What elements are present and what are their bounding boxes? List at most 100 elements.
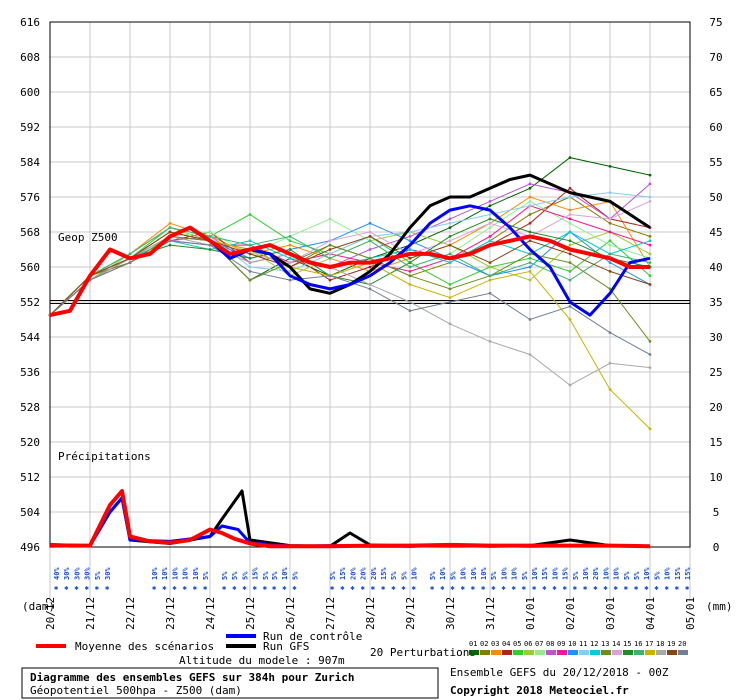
snow-probability-labels: 40%✱30%✱30%✱30%✱5%✱30%✱10%✱10%✱10%✱10%✱1… bbox=[53, 567, 692, 592]
member-point-09 bbox=[488, 234, 492, 238]
member-point-11 bbox=[608, 191, 612, 195]
member-point-05 bbox=[248, 213, 252, 216]
member-point-06 bbox=[528, 278, 532, 282]
member-swatch bbox=[656, 650, 666, 655]
member-swatch-label: 16 bbox=[634, 640, 642, 648]
y-right-unit: (mm) bbox=[706, 600, 733, 613]
member-point-14 bbox=[328, 239, 332, 243]
snowflake-icon: ✱ bbox=[105, 584, 110, 592]
snow-probability-label: 5% bbox=[449, 571, 457, 580]
snowflake-icon: ✱ bbox=[450, 584, 455, 592]
member-point-16 bbox=[128, 252, 132, 256]
y-left-tick-label: 528 bbox=[20, 401, 40, 414]
member-point-15 bbox=[488, 217, 492, 221]
member-point-19 bbox=[448, 243, 452, 247]
snowflake-icon: ✱ bbox=[232, 584, 237, 592]
member-point-01 bbox=[648, 173, 652, 177]
snowflake-icon: ✱ bbox=[64, 584, 69, 592]
snowflake-icon: ✱ bbox=[371, 584, 376, 592]
y-right-tick-label: 15 bbox=[709, 436, 722, 449]
member-point-04 bbox=[528, 221, 532, 225]
member-point-02 bbox=[648, 234, 652, 238]
member-point-14 bbox=[368, 230, 372, 234]
member-point-07 bbox=[208, 230, 212, 234]
snow-probability-label: 5% bbox=[623, 571, 631, 580]
legend-mean-label: Moyenne des scénarios bbox=[75, 640, 214, 653]
y-right-tick-label: 55 bbox=[709, 156, 722, 169]
y-right-tick-label: 70 bbox=[709, 51, 722, 64]
member-point-20 bbox=[208, 243, 212, 247]
member-swatch bbox=[634, 650, 644, 655]
member-point-11 bbox=[288, 269, 292, 273]
member-point-12 bbox=[568, 230, 572, 234]
member-point-15 bbox=[208, 248, 212, 251]
snow-probability-label: 10% bbox=[439, 567, 447, 580]
y-right-tick-label: 60 bbox=[709, 121, 722, 134]
member-point-17 bbox=[448, 296, 452, 300]
x-tick-label: 23/12 bbox=[164, 597, 177, 630]
snowflake-icon: ✱ bbox=[603, 584, 608, 592]
snowflake-icon: ✱ bbox=[95, 584, 100, 592]
snowflake-icon: ✱ bbox=[272, 584, 277, 592]
member-point-10 bbox=[368, 221, 372, 225]
snow-probability-label: 30% bbox=[63, 567, 71, 580]
y-right-tick-label: 0 bbox=[713, 541, 720, 554]
member-line-13 bbox=[49, 235, 651, 342]
member-point-14 bbox=[648, 199, 652, 203]
member-point-01 bbox=[528, 186, 532, 190]
snowflake-icon: ✱ bbox=[614, 584, 619, 592]
member-point-11 bbox=[568, 195, 572, 199]
member-point-19 bbox=[168, 230, 172, 234]
y-left-tick-label: 496 bbox=[20, 541, 40, 554]
member-point-02 bbox=[608, 221, 612, 225]
member-point-12 bbox=[288, 256, 292, 260]
snow-probability-label: 10% bbox=[613, 567, 621, 580]
snowflake-icon: ✱ bbox=[330, 584, 335, 592]
precip-line bbox=[49, 489, 651, 549]
member-point-04 bbox=[328, 278, 332, 282]
snowflake-icon: ✱ bbox=[501, 584, 506, 592]
member-point-15 bbox=[408, 261, 412, 265]
y-left-tick-label: 608 bbox=[20, 51, 40, 64]
snow-probability-label: 5% bbox=[221, 571, 229, 580]
member-swatch bbox=[502, 650, 512, 655]
snowflake-icon: ✱ bbox=[85, 584, 90, 592]
member-point-18 bbox=[488, 339, 492, 343]
snow-probability-label: 10% bbox=[643, 567, 651, 580]
snow-probability-label: 10% bbox=[151, 567, 159, 580]
y-right-tick-label: 35 bbox=[709, 296, 722, 309]
member-swatch-label: 01 bbox=[469, 640, 477, 648]
member-point-18 bbox=[608, 361, 612, 365]
member-swatch-label: 08 bbox=[546, 640, 554, 648]
member-point-08 bbox=[648, 182, 652, 186]
member-point-17 bbox=[488, 278, 492, 282]
member-point-11 bbox=[328, 252, 332, 256]
snow-probability-label: 10% bbox=[182, 567, 190, 580]
legend-gfs-label: Run GFS bbox=[263, 640, 309, 653]
member-swatch-label: 18 bbox=[656, 640, 664, 648]
snowflake-icon: ✱ bbox=[412, 584, 417, 592]
snow-probability-label: 15% bbox=[252, 567, 260, 580]
member-point-16 bbox=[608, 252, 612, 256]
snowflake-icon: ✱ bbox=[242, 584, 247, 592]
member-swatch-label: 15 bbox=[623, 640, 631, 648]
member-point-12 bbox=[408, 248, 412, 251]
member-swatch bbox=[645, 650, 655, 655]
member-point-16 bbox=[168, 226, 172, 230]
member-swatch-label: 07 bbox=[535, 640, 543, 648]
member-point-15 bbox=[248, 256, 252, 260]
y-right-tick-label: 50 bbox=[709, 191, 722, 204]
member-point-19 bbox=[328, 248, 332, 251]
y-right-tick-label: 75 bbox=[709, 16, 722, 29]
member-point-17 bbox=[648, 427, 652, 431]
snow-probability-label: 15% bbox=[674, 567, 682, 580]
member-swatch-label: 10 bbox=[568, 640, 576, 648]
x-tick-label: 25/12 bbox=[244, 597, 257, 630]
member-swatch-label: 09 bbox=[557, 640, 565, 648]
member-point-19 bbox=[368, 234, 372, 238]
member-point-20 bbox=[408, 309, 412, 313]
snowflake-icon: ✱ bbox=[685, 584, 690, 592]
snowflake-icon: ✱ bbox=[634, 584, 639, 592]
y-left-tick-label: 544 bbox=[20, 331, 40, 344]
